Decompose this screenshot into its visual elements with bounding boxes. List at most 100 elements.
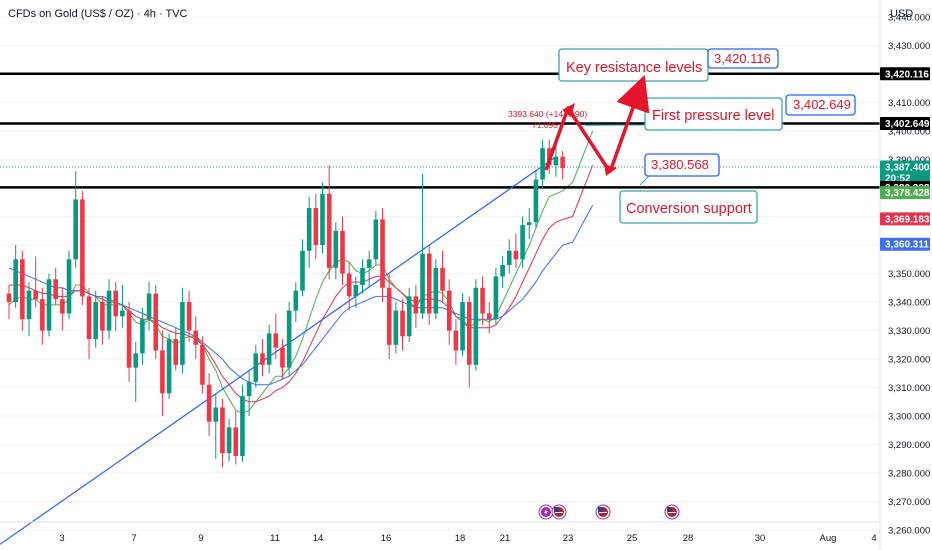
x-tick-label: 23	[563, 533, 574, 544]
x-tick-label: 11	[270, 533, 280, 544]
lightning-bolt	[544, 508, 548, 516]
currency-label[interactable]: USD	[890, 8, 914, 20]
candle-body	[526, 222, 532, 226]
candle-body	[193, 330, 199, 345]
candle-body	[20, 259, 25, 320]
y-tick-label: 3,350.000	[888, 269, 930, 280]
y-tick-label: 3,320.000	[888, 355, 930, 366]
x-tick-label: Aug	[820, 533, 837, 544]
candle-body	[306, 208, 312, 251]
first-pressure-value: 3,402.649	[793, 97, 851, 112]
candle-body	[260, 353, 265, 365]
y-tick-label: 3,270.000	[888, 497, 930, 508]
candle-body	[340, 230, 345, 274]
x-tick-label: 21	[500, 533, 511, 544]
ma-red-projection	[562, 165, 594, 220]
candle-body	[133, 353, 139, 368]
candle-body	[6, 293, 12, 303]
candle-body	[480, 287, 485, 314]
candle-body	[73, 199, 78, 260]
price-axis[interactable]: 3,260.000 3,270.000 3,280.000 3,290.000 3,30…	[879, 0, 932, 550]
candle-body	[420, 253, 425, 314]
price-tag	[880, 212, 930, 226]
y-tick-label: 3,260.000	[888, 526, 930, 537]
candle-body	[206, 384, 212, 422]
candle-body	[100, 302, 105, 331]
candle-body	[333, 230, 339, 268]
ma-blue-projection	[562, 204, 594, 246]
candle-body	[253, 353, 259, 382]
candle-body	[460, 302, 465, 351]
candle-body	[406, 296, 412, 337]
x-tick-label: 3	[59, 533, 64, 544]
candle-body	[520, 225, 525, 260]
candle-body	[380, 219, 385, 288]
conversion-support-label: Conversion support	[626, 201, 752, 217]
candle-body	[26, 290, 32, 320]
candle-body	[313, 208, 319, 246]
time-axis[interactable]: 3 7 9 11 14 16 18 21 23 25 28 30 Aug 4	[0, 521, 880, 544]
y-tick-label: 3,410.000	[888, 98, 930, 109]
conversion-support-value: 3,380.568	[651, 157, 709, 172]
candle-body	[233, 427, 239, 456]
candle-body	[166, 339, 172, 394]
y-tick-label: 3,330.000	[888, 326, 930, 337]
candle-body	[80, 199, 85, 297]
candle-body	[560, 156, 565, 169]
connector-line	[639, 174, 651, 186]
first-pressure-box	[644, 97, 783, 131]
candle-body	[486, 313, 492, 320]
candles	[6, 139, 565, 468]
candle-body	[426, 253, 432, 314]
event-icons[interactable]	[538, 504, 680, 520]
candle-body	[473, 287, 479, 365]
conversion-support-box	[619, 190, 758, 224]
y-tick-label: 3,300.000	[888, 412, 930, 423]
price-tag	[880, 67, 930, 81]
candle-body	[506, 250, 512, 266]
symbol-title[interactable]: CFDs on Gold (US$ / OZ) · 4h · TVC	[8, 8, 188, 20]
candle-body	[540, 148, 545, 180]
candle-body	[466, 302, 472, 365]
candle-body	[533, 179, 539, 223]
candle-body	[246, 381, 252, 397]
x-tick-label: 4	[871, 533, 876, 544]
x-tick-label: 25	[627, 533, 638, 544]
candle-body	[400, 310, 405, 337]
price-tag	[880, 186, 930, 200]
arrow-head	[604, 164, 617, 176]
x-tick-label: 18	[455, 533, 466, 544]
price-tag	[880, 117, 930, 131]
us-flag-canton	[598, 507, 603, 512]
candle-body	[280, 347, 285, 368]
x-tick-label: 7	[131, 533, 136, 544]
candle-body	[293, 290, 299, 311]
price-tag-label: 3,402.649	[885, 119, 930, 130]
candle-body	[126, 310, 132, 368]
y-tick-label: 3,400.000	[888, 127, 930, 138]
candle-body	[326, 193, 332, 268]
y-tick-label: 3,290.000	[888, 440, 930, 451]
candle-body	[266, 333, 272, 365]
trend-line[interactable]	[0, 156, 557, 545]
candle-body	[180, 302, 185, 365]
conversion-support-value-box	[644, 153, 720, 177]
candle-body	[160, 350, 165, 394]
candle-body	[413, 296, 419, 314]
first-pressure-label: First pressure level	[652, 108, 774, 124]
candle-body	[66, 259, 72, 314]
candle-body	[93, 302, 99, 340]
candle-body	[300, 250, 305, 291]
candle-body	[386, 287, 392, 345]
price-tag	[880, 237, 930, 251]
candle-body	[500, 265, 505, 277]
candle-body	[213, 407, 219, 422]
candle-body	[446, 290, 452, 331]
annotations[interactable]: Key resistance levels 3,420.116 First pres…	[508, 48, 856, 224]
candle-body	[40, 299, 45, 331]
y-tick-label: 3,340.000	[888, 298, 930, 309]
price-tag-label: 3,378.428	[885, 188, 930, 199]
candle-body	[53, 279, 58, 300]
ma-blue-line	[8, 244, 563, 386]
